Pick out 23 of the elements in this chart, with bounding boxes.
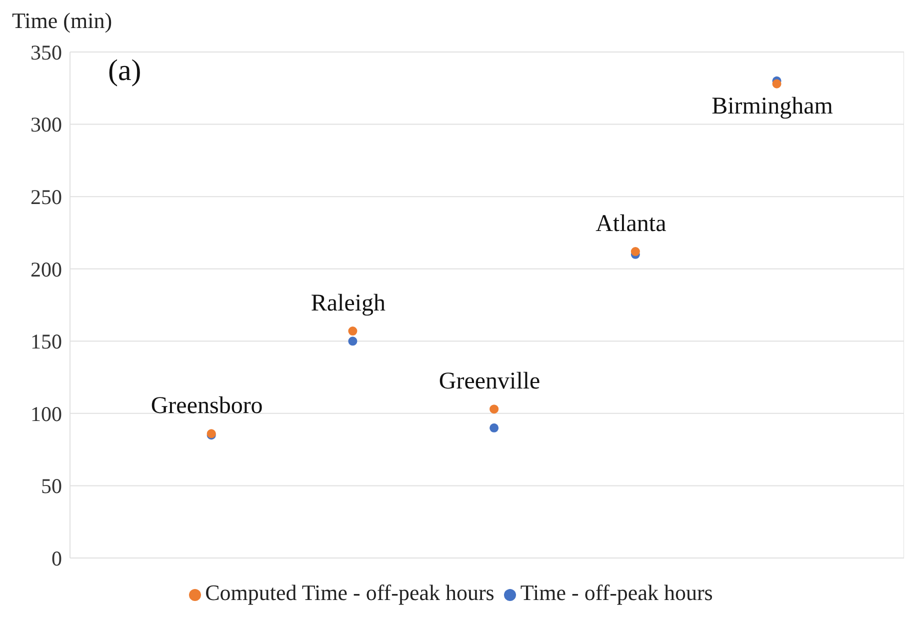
x-tick-label: Greenville bbox=[438, 368, 540, 395]
x-tick-label: Atlanta bbox=[596, 210, 667, 237]
point bbox=[348, 336, 358, 346]
x-tick-label: Birmingham bbox=[712, 93, 834, 120]
y-tick-label: 100 bbox=[30, 402, 62, 426]
point bbox=[348, 326, 358, 336]
y-tick-label: 50 bbox=[41, 474, 62, 498]
y-axis-title: Time (min) bbox=[12, 8, 112, 34]
point bbox=[490, 404, 499, 414]
point bbox=[772, 79, 782, 88]
legend-label: Computed Time - off-peak hours bbox=[205, 580, 494, 605]
y-tick-label: 300 bbox=[30, 112, 62, 137]
annotation: (a) bbox=[108, 54, 142, 88]
legend-label: Time - off-peak hours bbox=[520, 580, 713, 605]
x-tick-label: Greensboro bbox=[150, 393, 263, 420]
x-tick-label: Raleigh bbox=[310, 290, 386, 317]
y-tick-label: 250 bbox=[30, 185, 62, 210]
y-tick-label: 0 bbox=[52, 546, 62, 570]
point bbox=[630, 247, 640, 256]
y-tick-label: 350 bbox=[30, 40, 62, 64]
point bbox=[490, 423, 499, 432]
y-tick-label: 150 bbox=[30, 330, 62, 354]
y-tick-label: 200 bbox=[30, 257, 62, 282]
